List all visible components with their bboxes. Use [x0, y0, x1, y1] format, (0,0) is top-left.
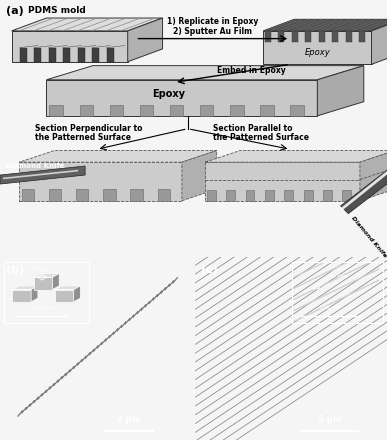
- Text: Epoxy: Epoxy: [152, 89, 185, 99]
- Text: 2 μm: 2 μm: [118, 414, 141, 424]
- Polygon shape: [46, 66, 364, 80]
- Text: PDMS mold: PDMS mold: [28, 6, 86, 15]
- Polygon shape: [34, 274, 59, 277]
- Polygon shape: [205, 150, 387, 162]
- Polygon shape: [128, 18, 163, 62]
- Polygon shape: [50, 105, 63, 116]
- Polygon shape: [317, 66, 364, 116]
- Polygon shape: [182, 150, 217, 201]
- Text: 5 μm: 5 μm: [318, 414, 341, 424]
- Polygon shape: [34, 277, 52, 290]
- Polygon shape: [200, 105, 214, 116]
- Text: 500 nm: 500 nm: [320, 305, 341, 311]
- Text: Epoxy: Epoxy: [305, 48, 330, 57]
- Bar: [4, 262, 89, 323]
- Polygon shape: [74, 286, 80, 302]
- Text: (a): (a): [6, 7, 24, 16]
- Text: 100 nm: 100 nm: [32, 267, 52, 272]
- Polygon shape: [49, 189, 62, 201]
- Polygon shape: [46, 80, 317, 116]
- Polygon shape: [12, 31, 128, 62]
- Polygon shape: [20, 48, 27, 62]
- Polygon shape: [0, 166, 85, 184]
- Polygon shape: [110, 105, 123, 116]
- Polygon shape: [265, 31, 271, 43]
- Polygon shape: [170, 105, 183, 116]
- Polygon shape: [263, 31, 372, 64]
- Polygon shape: [346, 31, 352, 43]
- Text: 1) Replicate in Epoxy: 1) Replicate in Epoxy: [167, 17, 259, 26]
- Text: 40 nm: 40 nm: [329, 274, 346, 279]
- Polygon shape: [278, 31, 284, 43]
- Polygon shape: [342, 190, 351, 201]
- Polygon shape: [158, 189, 170, 201]
- Polygon shape: [263, 19, 387, 31]
- Text: Diamond Knife: Diamond Knife: [350, 215, 387, 258]
- Polygon shape: [304, 190, 313, 201]
- Polygon shape: [31, 286, 38, 302]
- Polygon shape: [12, 290, 31, 302]
- Polygon shape: [205, 162, 360, 201]
- Polygon shape: [49, 48, 56, 62]
- Bar: [292, 262, 383, 323]
- Polygon shape: [207, 190, 216, 201]
- Polygon shape: [230, 105, 243, 116]
- Polygon shape: [292, 31, 298, 43]
- Polygon shape: [319, 31, 325, 43]
- Polygon shape: [372, 19, 387, 64]
- Polygon shape: [246, 190, 255, 201]
- Polygon shape: [305, 31, 311, 43]
- Polygon shape: [140, 105, 153, 116]
- Polygon shape: [103, 189, 116, 201]
- Polygon shape: [52, 274, 59, 290]
- Text: the Patterned Surface: the Patterned Surface: [35, 132, 131, 142]
- Polygon shape: [63, 48, 70, 62]
- Polygon shape: [360, 150, 387, 201]
- Polygon shape: [130, 189, 143, 201]
- Polygon shape: [19, 162, 182, 201]
- Polygon shape: [265, 190, 274, 201]
- Polygon shape: [226, 190, 235, 201]
- Text: Section Perpendicular to: Section Perpendicular to: [35, 124, 142, 132]
- Polygon shape: [12, 18, 163, 31]
- Polygon shape: [76, 189, 89, 201]
- Polygon shape: [332, 31, 338, 43]
- Text: the Patterned Surface: the Patterned Surface: [213, 132, 309, 142]
- Polygon shape: [80, 105, 93, 116]
- Polygon shape: [34, 48, 41, 62]
- Polygon shape: [22, 189, 34, 201]
- Text: (b): (b): [6, 265, 24, 275]
- Polygon shape: [12, 286, 38, 290]
- Polygon shape: [284, 190, 293, 201]
- Polygon shape: [19, 150, 217, 162]
- Text: 500 nm: 500 nm: [32, 306, 52, 311]
- Polygon shape: [78, 48, 85, 62]
- Text: Diamond Knife: Diamond Knife: [6, 163, 64, 169]
- Polygon shape: [260, 105, 274, 116]
- Polygon shape: [55, 286, 80, 290]
- Polygon shape: [323, 190, 332, 201]
- Polygon shape: [290, 105, 304, 116]
- Text: 2) Sputter Au Film: 2) Sputter Au Film: [173, 27, 252, 36]
- Text: Embed in Epoxy: Embed in Epoxy: [217, 66, 286, 75]
- Polygon shape: [360, 31, 365, 43]
- Polygon shape: [341, 167, 387, 214]
- Polygon shape: [55, 290, 74, 302]
- Polygon shape: [107, 48, 114, 62]
- Text: (c): (c): [201, 265, 218, 275]
- Text: Section Parallel to: Section Parallel to: [213, 124, 292, 132]
- Polygon shape: [92, 48, 99, 62]
